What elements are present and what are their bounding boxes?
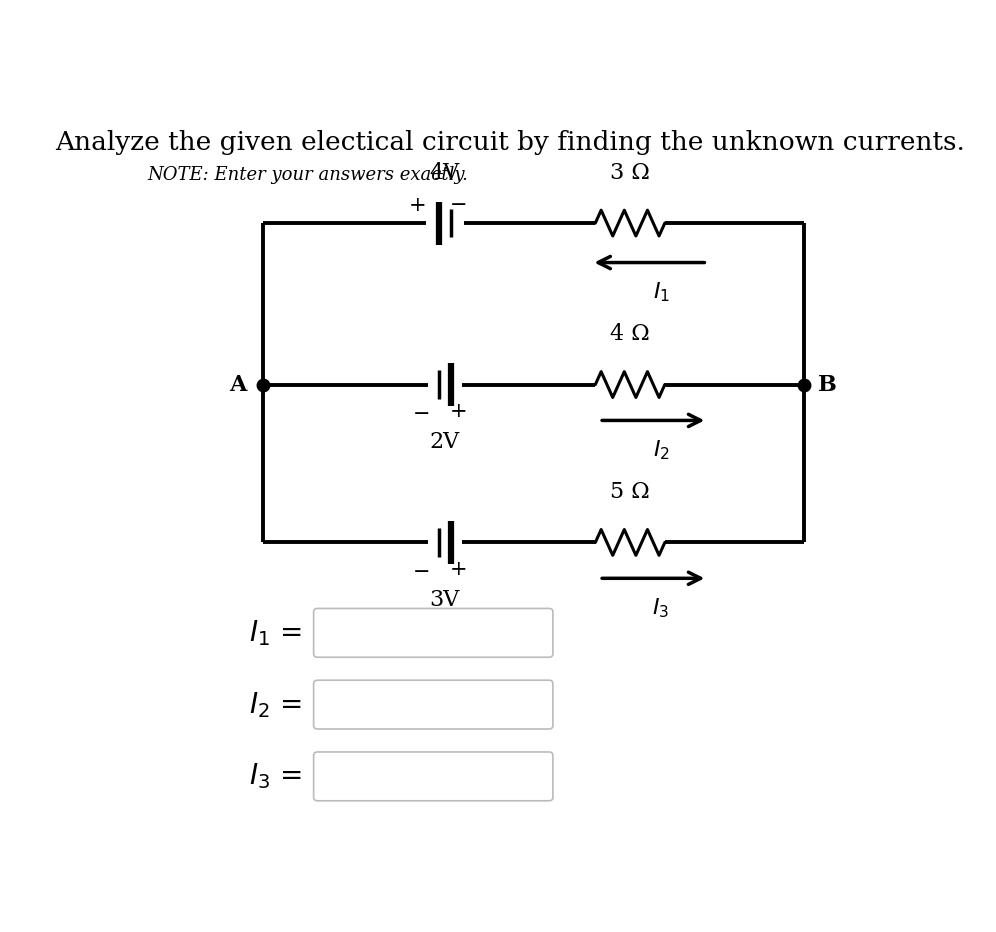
Text: −: − [450,196,467,214]
Text: 5 Ω: 5 Ω [611,481,650,503]
Text: +: + [450,560,467,580]
Text: NOTE: Enter your answers exactly.: NOTE: Enter your answers exactly. [147,166,468,184]
Text: +: + [450,403,467,421]
FancyBboxPatch shape [314,680,553,729]
Text: 3V: 3V [429,589,460,611]
Text: 4V: 4V [429,161,460,184]
Text: B: B [818,374,837,395]
Text: $I_3$: $I_3$ [652,596,669,620]
Text: 4 Ω: 4 Ω [611,323,650,345]
Text: A: A [229,374,246,395]
Text: −: − [413,404,430,424]
Text: Analyze the given electical circuit by finding the unknown currents.: Analyze the given electical circuit by f… [56,130,965,155]
Text: $I_2$ =: $I_2$ = [250,690,302,720]
Text: +: + [409,196,426,214]
Text: 3 Ω: 3 Ω [611,161,650,184]
Text: $I_1$: $I_1$ [652,281,669,304]
Text: $I_3$ =: $I_3$ = [250,761,302,791]
FancyBboxPatch shape [314,609,553,657]
Text: $I_1$ =: $I_1$ = [250,618,302,648]
FancyBboxPatch shape [314,752,553,801]
Text: $I_2$: $I_2$ [652,438,669,462]
Text: 2V: 2V [429,432,460,453]
Text: −: − [413,563,430,582]
